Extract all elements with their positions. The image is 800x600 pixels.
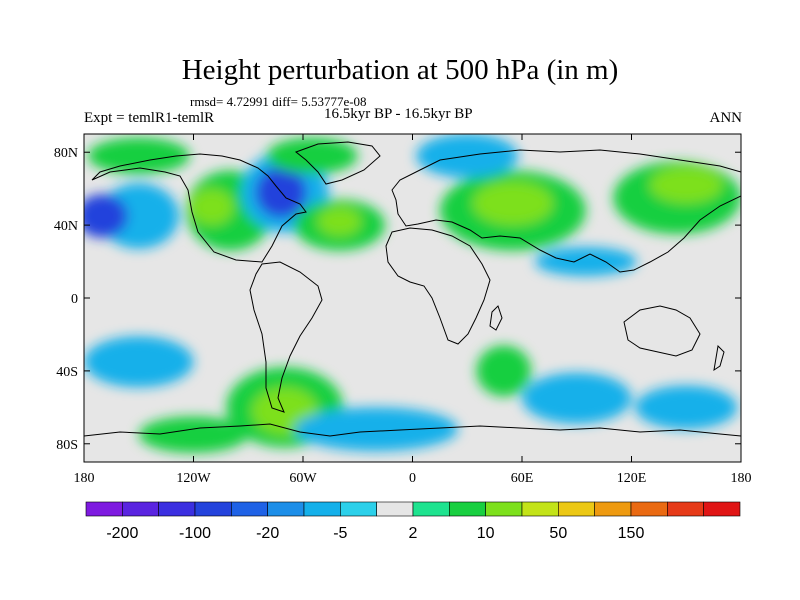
y-tick-label-4: 80S <box>56 438 78 453</box>
stats-label: rmsd= 4.72991 diff= 5.53777e-08 <box>190 94 367 109</box>
colorbar-box-2 <box>158 501 196 517</box>
field-blob-11 <box>472 181 554 226</box>
x-tick-label-6: 180 <box>731 471 752 486</box>
x-tick-label-2: 60W <box>289 471 317 486</box>
field-blob-3 <box>189 188 234 226</box>
colorbar-label-7: 150 <box>618 525 645 542</box>
colorbar-box-9 <box>412 501 450 517</box>
colorbar-box-1 <box>122 501 159 517</box>
colorbar-label-4: 2 <box>409 525 418 542</box>
period-label: 16.5kyr BP - 16.5kyr BP <box>324 106 473 122</box>
coastlines <box>84 141 741 437</box>
colorbar-label-2: -20 <box>256 525 279 542</box>
colorbar-label-3: -5 <box>333 525 347 542</box>
x-tick-label-1: 120W <box>176 471 211 486</box>
field-blob-9 <box>317 206 362 237</box>
y-tick-label-2: 0 <box>71 292 78 307</box>
field-blob-15 <box>534 246 637 277</box>
colorbar-box-3 <box>194 501 232 517</box>
colorbar-box-17 <box>703 501 741 517</box>
colorbar-box-8 <box>376 501 414 517</box>
experiment-label: Expt = temlR1-temlR <box>84 110 215 126</box>
colorbar-box-4 <box>231 501 268 517</box>
field-blob-7 <box>87 137 190 175</box>
field-blob-20 <box>522 372 632 424</box>
field-blob-14 <box>649 166 723 204</box>
colorbar-box-15 <box>630 501 668 517</box>
axis-group: 180 120W 60W 0 60E 120E 180 80N 40N 0 40S 80S <box>54 134 752 486</box>
colorbar-label-5: 10 <box>477 525 495 542</box>
y-tick-label-1: 40N <box>54 219 78 234</box>
colorbar-box-10 <box>449 501 486 517</box>
field-blob-1 <box>84 194 128 238</box>
x-tick-label-4: 60E <box>511 471 534 486</box>
colorbar: -200 -100 -20 -5 2 10 50 150 <box>85 501 741 542</box>
colorbar-label-6: 50 <box>549 525 567 542</box>
y-tick-label-3: 40S <box>56 365 78 380</box>
colorbar-box-11 <box>485 501 523 517</box>
colorbar-box-0 <box>85 501 123 517</box>
chart-title: Height perturbation at 500 hPa (in m) <box>181 54 619 86</box>
field-blob-16 <box>84 336 194 388</box>
field-blob-23 <box>138 416 249 453</box>
x-tick-label-0: 180 <box>74 471 95 486</box>
colorbar-box-5 <box>267 501 305 517</box>
colorbar-box-6 <box>303 501 341 517</box>
colorbar-box-16 <box>667 501 704 517</box>
field-blob-21 <box>635 385 738 430</box>
season-label: ANN <box>709 110 743 126</box>
colorbar-label-0: -200 <box>106 525 138 542</box>
field-blob-19 <box>476 345 532 397</box>
field-blob-6 <box>266 137 358 175</box>
colorbar-box-13 <box>558 501 595 517</box>
contour-field <box>84 134 741 453</box>
y-tick-label-0: 80N <box>54 146 78 161</box>
field-blob-22 <box>293 407 459 452</box>
colorbar-box-7 <box>340 501 377 517</box>
colorbar-box-14 <box>594 501 632 517</box>
x-tick-label-3: 0 <box>409 471 416 486</box>
x-tick-label-5: 120E <box>617 471 647 486</box>
colorbar-label-1: -100 <box>179 525 211 542</box>
colorbar-box-12 <box>521 501 559 517</box>
